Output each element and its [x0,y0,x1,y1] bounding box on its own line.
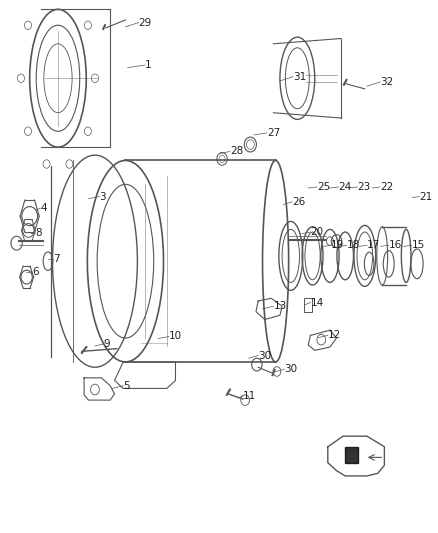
Text: 12: 12 [328,330,341,341]
Text: 14: 14 [311,297,324,308]
Text: 30: 30 [258,351,271,361]
Text: 5: 5 [123,381,130,391]
Text: 17: 17 [367,240,380,251]
Text: 32: 32 [380,77,393,87]
Text: 24: 24 [339,182,352,192]
Text: 3: 3 [99,191,106,201]
Text: 29: 29 [138,18,152,28]
Text: 22: 22 [380,182,393,192]
Text: 6: 6 [32,267,39,277]
Text: 23: 23 [357,182,371,192]
Text: 8: 8 [35,228,42,238]
Text: 7: 7 [53,254,60,264]
Text: 16: 16 [389,240,402,251]
Text: 10: 10 [169,332,182,342]
Text: 1: 1 [145,60,152,70]
Text: 26: 26 [292,197,305,207]
Text: 19: 19 [331,240,345,251]
Text: 30: 30 [284,365,297,374]
Text: 25: 25 [317,182,330,192]
Text: 13: 13 [273,301,286,311]
Text: 28: 28 [230,147,243,157]
Text: 15: 15 [412,240,425,251]
Text: 4: 4 [41,203,47,213]
Text: 9: 9 [104,339,110,349]
Text: 31: 31 [293,71,306,82]
Polygon shape [345,447,358,463]
Text: 21: 21 [419,191,432,201]
Text: 11: 11 [243,391,256,401]
Text: 27: 27 [267,128,280,138]
Text: 18: 18 [346,240,360,251]
Text: 20: 20 [311,227,324,237]
